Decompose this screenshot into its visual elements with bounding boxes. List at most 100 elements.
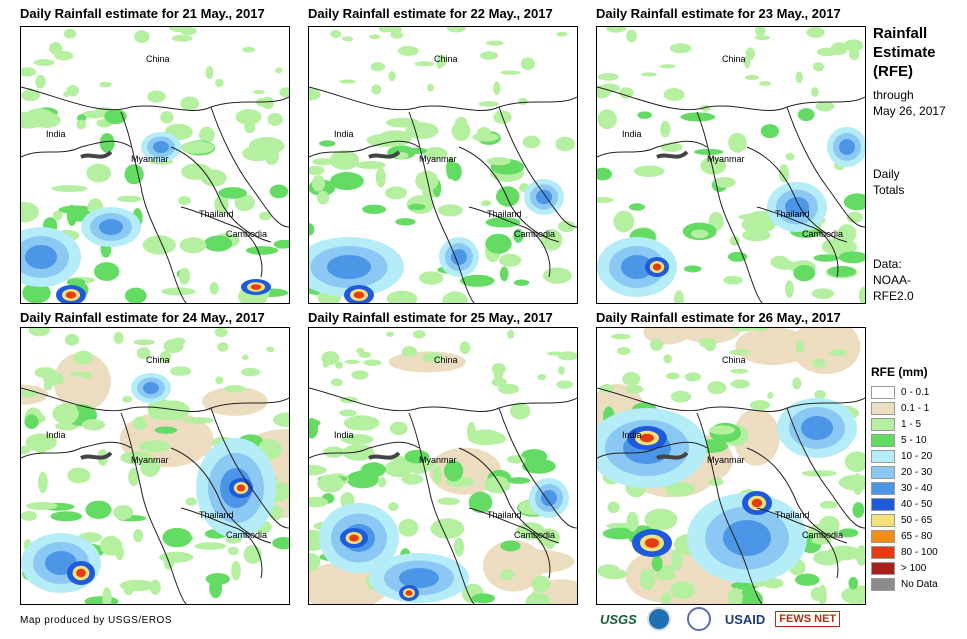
rain-area bbox=[597, 109, 617, 130]
rain-area bbox=[386, 290, 418, 303]
rain-area bbox=[170, 366, 192, 376]
rain-area bbox=[205, 65, 214, 79]
rain-area bbox=[637, 111, 653, 119]
country-border bbox=[408, 111, 475, 303]
rain-area bbox=[437, 204, 463, 217]
rain-area bbox=[522, 135, 541, 149]
extreme-rain-area bbox=[652, 263, 662, 271]
rain-area bbox=[21, 510, 38, 521]
coastline bbox=[80, 451, 113, 460]
rain-area bbox=[86, 163, 111, 183]
rain-area bbox=[63, 91, 70, 98]
country-label-cambodia: Cambodia bbox=[514, 530, 555, 540]
through-date: through May 26, 2017 bbox=[873, 87, 946, 119]
legend: RFE (mm) 0 - 0.1 0.1 - 1 1 - 5 5 - 10 10 - 2… bbox=[871, 365, 938, 592]
rain-area bbox=[147, 90, 166, 103]
rain-area bbox=[341, 434, 374, 445]
heavy-rain-area bbox=[451, 249, 467, 265]
map-svg: China India Myanmar Thailand Cambodia bbox=[309, 329, 577, 604]
country-label-thailand: Thailand bbox=[199, 510, 234, 520]
rain-area bbox=[240, 367, 261, 377]
rain-area bbox=[671, 548, 683, 570]
rain-area bbox=[339, 409, 357, 417]
country-border bbox=[458, 146, 560, 243]
rain-area bbox=[729, 349, 751, 356]
rain-area bbox=[810, 587, 824, 601]
rain-area bbox=[21, 202, 39, 223]
rain-area bbox=[171, 34, 193, 42]
legend-label: 0.1 - 1 bbox=[901, 402, 930, 414]
rain-area bbox=[341, 36, 354, 42]
country-border bbox=[696, 111, 763, 303]
rain-area bbox=[663, 354, 672, 364]
side-title: Rainfall Estimate (RFE) bbox=[873, 24, 936, 81]
extreme-rain-area bbox=[349, 534, 359, 542]
rain-area bbox=[154, 426, 178, 434]
legend-label: 80 - 100 bbox=[901, 546, 938, 558]
rain-area bbox=[606, 27, 627, 33]
legend-swatch bbox=[871, 449, 895, 463]
rain-area bbox=[670, 581, 696, 599]
rainfall-map: China India Myanmar Thailand Cambodia bbox=[596, 327, 866, 605]
rain-area bbox=[272, 537, 289, 550]
rain-area bbox=[136, 347, 151, 360]
country-border bbox=[597, 441, 708, 459]
rain-area bbox=[38, 471, 48, 494]
logo-bar: USGS USAID FEWS NET bbox=[600, 605, 850, 633]
rain-area bbox=[848, 48, 860, 61]
legend-label: 65 - 80 bbox=[901, 530, 933, 542]
rain-area bbox=[252, 89, 265, 94]
rain-area bbox=[335, 361, 344, 369]
legend-item: 50 - 65 bbox=[871, 512, 938, 528]
through-value: May 26, 2017 bbox=[873, 104, 946, 118]
rain-area bbox=[241, 46, 256, 53]
rain-area bbox=[437, 497, 461, 505]
extreme-rain-area bbox=[645, 538, 659, 548]
rain-area bbox=[343, 415, 380, 431]
rain-area bbox=[468, 491, 493, 513]
rain-area bbox=[644, 508, 678, 531]
rain-area bbox=[794, 573, 820, 586]
panel-title: Daily Rainfall estimate for 25 May., 201… bbox=[308, 310, 553, 325]
rain-area bbox=[113, 331, 124, 344]
country-label-thailand: Thailand bbox=[775, 510, 810, 520]
heavy-rain-area bbox=[399, 568, 439, 588]
legend-swatch bbox=[871, 545, 895, 559]
rain-area bbox=[755, 27, 766, 37]
legend-swatch bbox=[871, 417, 895, 431]
usgs-logo: USGS bbox=[600, 611, 637, 627]
rain-area bbox=[120, 451, 153, 465]
rain-area bbox=[613, 210, 635, 233]
rain-area bbox=[491, 363, 506, 375]
country-label-cambodia: Cambodia bbox=[802, 229, 843, 239]
legend-label: 10 - 20 bbox=[901, 450, 933, 462]
country-label-china: China bbox=[146, 54, 170, 64]
rain-area bbox=[64, 333, 80, 346]
rain-area bbox=[485, 233, 512, 254]
rain-area bbox=[311, 174, 326, 192]
extreme-rain-area bbox=[353, 291, 365, 299]
rain-area bbox=[597, 196, 614, 204]
rain-area bbox=[513, 279, 530, 286]
rain-area bbox=[754, 35, 771, 41]
heavy-rain-area bbox=[621, 255, 653, 279]
rain-area bbox=[81, 419, 106, 431]
rain-area bbox=[363, 359, 382, 366]
rain-area bbox=[113, 505, 134, 520]
rain-area bbox=[446, 158, 455, 180]
rain-area bbox=[412, 330, 426, 339]
rain-area bbox=[355, 160, 386, 170]
rain-area bbox=[499, 253, 522, 267]
rain-area bbox=[628, 203, 645, 211]
rain-area bbox=[640, 72, 658, 77]
rain-area bbox=[218, 187, 247, 199]
data-source-line: NOAA- bbox=[873, 273, 912, 287]
rain-area bbox=[846, 211, 863, 223]
rain-area bbox=[73, 350, 94, 365]
legend-item: 30 - 40 bbox=[871, 480, 938, 496]
rain-area bbox=[261, 96, 275, 110]
legend-item: 1 - 5 bbox=[871, 416, 938, 432]
light-rain-area bbox=[53, 352, 111, 412]
rain-area bbox=[806, 27, 825, 38]
rain-area bbox=[507, 329, 515, 339]
